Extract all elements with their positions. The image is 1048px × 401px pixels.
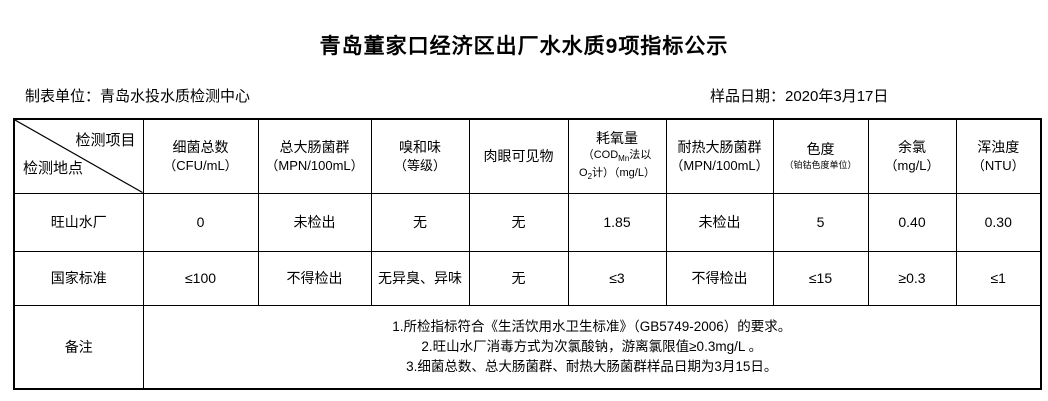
- corner-header-cell: 检测项目 检测地点: [13, 118, 144, 194]
- col-header-unit: （CFU/mL）: [163, 157, 238, 173]
- col-header-name: 浑浊度: [977, 138, 1020, 155]
- sample-date-label: 样品日期：2020年3月17日: [710, 88, 889, 105]
- remark-line-3: 3.细菌总数、总大肠菌群、耐热大肠菌群样品日期为3月15日。: [406, 358, 778, 374]
- cell-value: 未检出: [257, 192, 372, 252]
- col-header-oxygen-consumption: 耗氧量 （CODMn法以 O2计）（mg/L）: [567, 118, 667, 194]
- cell-value: 0.30: [955, 192, 1042, 252]
- cell-value: 无: [370, 192, 470, 252]
- cell-value: ≤1: [955, 250, 1042, 306]
- col-header-unit: （CODMn法以 O2计）（mg/L）: [579, 148, 655, 181]
- col-header-unit: （MPN/100mL）: [265, 157, 364, 173]
- header-row: 检测项目 检测地点 细菌总数 （CFU/mL） 总大肠菌群 （MPN/100mL…: [13, 118, 1042, 194]
- cell-value: 未检出: [665, 192, 774, 252]
- col-header-unit: （MPN/100mL）: [670, 157, 769, 173]
- col-header-name: 细菌总数: [172, 138, 229, 155]
- col-header-total-bacteria: 细菌总数 （CFU/mL）: [142, 118, 259, 194]
- row-label: 国家标准: [13, 250, 144, 306]
- remark-line-2: 2.旺山水厂消毒方式为次氯酸钠，游离氯限值≥0.3mg/L 。: [421, 338, 763, 354]
- page-title: 青岛董家口经济区出厂水水质9项指标公示: [319, 35, 729, 58]
- cell-value: 5: [772, 192, 869, 252]
- col-header-thermotolerant-coliform: 耐热大肠菌群 （MPN/100mL）: [665, 118, 774, 194]
- col-header-turbidity: 浑浊度 （NTU）: [955, 118, 1042, 194]
- cell-value: ≤15: [772, 250, 869, 306]
- table-row-wangshan-plant: 旺山水厂 0 未检出 无 无 1.85 未检出 5 0.40 0.30: [13, 192, 1042, 252]
- cell-value: 0.40: [867, 192, 957, 252]
- cell-value: 无: [468, 192, 569, 252]
- col-header-total-coliform: 总大肠菌群 （MPN/100mL）: [257, 118, 372, 194]
- diagonal-divider-line: [15, 120, 143, 193]
- table-row-remark: 备注 1.所检指标符合《生活饮用水卫生标准》（GB5749-2006）的要求。 …: [13, 304, 1042, 390]
- water-quality-table: 检测项目 检测地点 细菌总数 （CFU/mL） 总大肠菌群 （MPN/100mL…: [13, 118, 1042, 390]
- col-header-name: 肉眼可见物: [483, 147, 554, 164]
- col-header-chromaticity: 色度 （铂钴色度单位）: [772, 118, 869, 194]
- col-header-unit: （铂钴色度单位）: [784, 160, 857, 171]
- cell-value: 0: [142, 192, 259, 252]
- remark-label: 备注: [13, 304, 144, 390]
- cell-value: ≤100: [142, 250, 259, 306]
- cell-value: 不得检出: [665, 250, 774, 306]
- cell-value: ≥0.3: [867, 250, 957, 306]
- cell-value: 不得检出: [257, 250, 372, 306]
- corner-label-location: 检测地点: [23, 159, 84, 177]
- remark-line-1: 1.所检指标符合《生活饮用水卫生标准》（GB5749-2006）的要求。: [392, 318, 792, 334]
- corner-label-items: 检测项目: [75, 132, 136, 149]
- cell-value: 1.85: [567, 192, 667, 252]
- col-header-name: 总大肠菌群: [279, 138, 350, 155]
- col-header-name: 嗅和味: [399, 138, 441, 155]
- col-header-odor-taste: 嗅和味 （等级）: [370, 118, 470, 194]
- cell-value: 无异臭、异味: [370, 250, 470, 306]
- col-header-name: 余氯: [898, 138, 926, 155]
- col-header-visible-matter: 肉眼可见物: [468, 118, 569, 194]
- table-row-national-standard: 国家标准 ≤100 不得检出 无异臭、异味 无 ≤3 不得检出 ≤15 ≥0.3…: [13, 250, 1042, 306]
- cell-value: 无: [468, 250, 569, 306]
- col-header-unit: （mg/L）: [884, 157, 940, 173]
- col-header-unit: （等级）: [393, 157, 446, 173]
- col-header-residual-chlorine: 余氯 （mg/L）: [867, 118, 957, 194]
- cell-value: ≤3: [567, 250, 667, 306]
- row-label: 旺山水厂: [13, 192, 144, 252]
- col-header-name: 色度: [806, 141, 835, 158]
- col-header-name: 耗氧量: [596, 129, 638, 146]
- producer-label: 制表单位：青岛水投水质检测中心: [25, 88, 251, 105]
- remark-content: 1.所检指标符合《生活饮用水卫生标准》（GB5749-2006）的要求。 2.旺…: [142, 304, 1042, 390]
- col-header-name: 耐热大肠菌群: [677, 138, 762, 155]
- col-header-unit: （NTU）: [971, 157, 1025, 173]
